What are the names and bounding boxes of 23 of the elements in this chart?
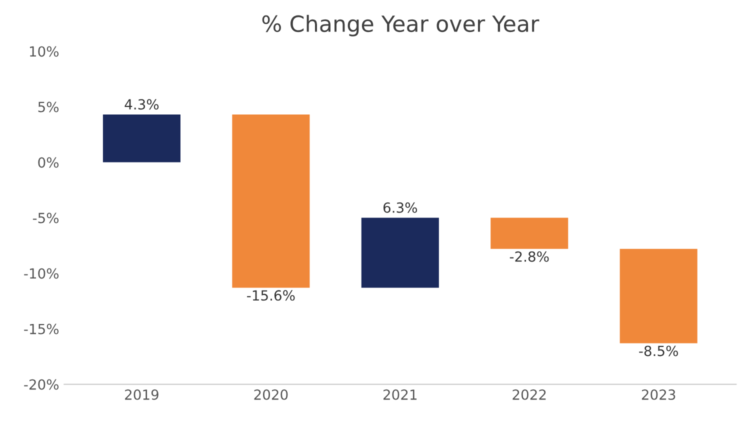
y-tick-label: -20% [24,379,59,390]
chart-title: % Change Year over Year [262,14,540,36]
bar [490,218,568,249]
y-tick-label: -5% [32,212,59,224]
x-tick-label: 2019 [125,389,158,400]
data-label: -8.5% [639,346,678,356]
y-tick-label: 0% [38,157,59,168]
x-tick-label: 2023 [642,389,676,400]
y-tick-label: 5% [38,102,59,112]
data-label: -15.6% [247,290,295,301]
x-tick-label: 2021 [383,389,417,400]
y-tick-label: 10% [30,46,59,57]
bar [361,218,439,288]
bar [620,248,698,344]
data-label: -2.8% [510,251,549,262]
x-tick-label: 2020 [254,389,288,400]
y-tick-label: -15% [24,324,59,334]
bar [232,114,310,288]
x-tick-label: 2022 [512,389,546,400]
data-label: 6.3% [383,202,418,213]
y-tick-label: -10% [24,268,59,279]
data-label: 4.3% [124,99,159,110]
bar [102,114,180,162]
